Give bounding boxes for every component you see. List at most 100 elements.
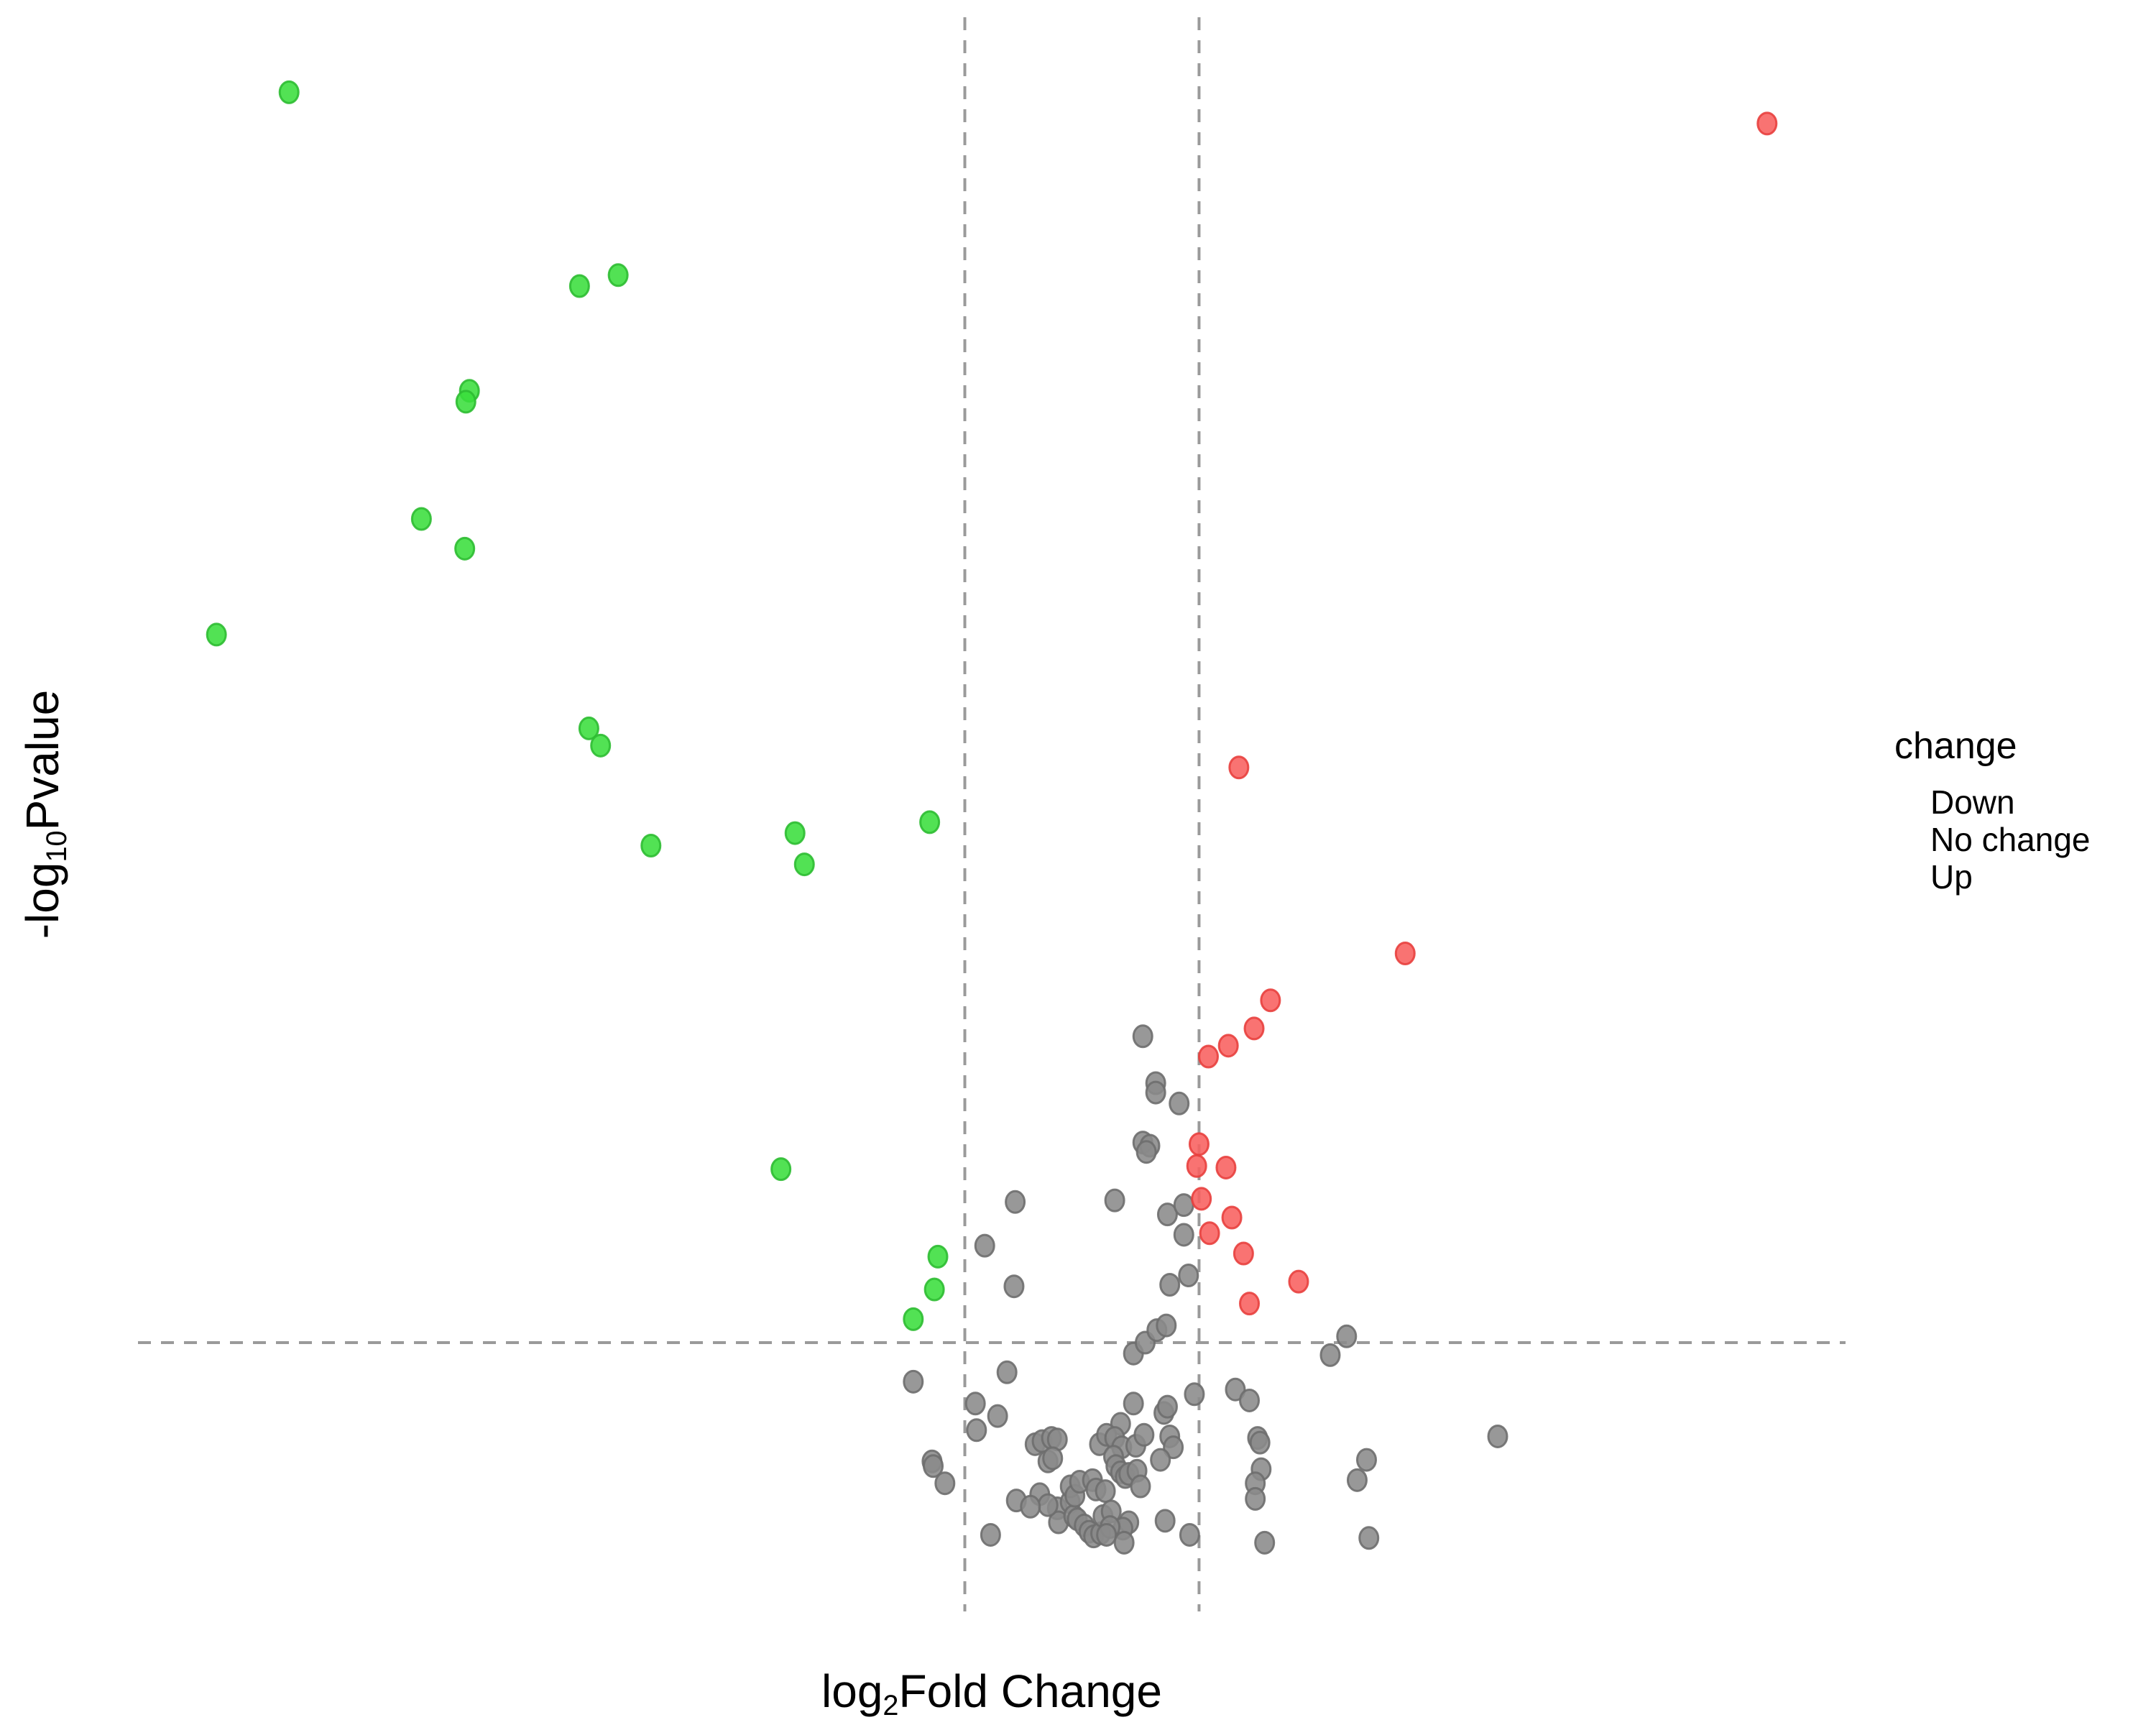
data-point (1221, 1205, 1243, 1230)
data-point (770, 1157, 792, 1182)
data-point (966, 1418, 987, 1443)
data-point (1394, 942, 1416, 966)
data-point (1130, 1474, 1151, 1499)
data-point (1336, 1324, 1358, 1348)
data-point (784, 821, 806, 845)
data-point (1756, 111, 1778, 136)
legend-item-label: Down (1930, 783, 2015, 821)
legend-item-no-change: No change (1894, 821, 2091, 858)
data-point (1319, 1343, 1341, 1367)
data-point (927, 1244, 949, 1269)
data-point (1239, 1292, 1261, 1316)
data-point (996, 1360, 1018, 1384)
data-point (1245, 1486, 1266, 1511)
x-axis-title-pre: log (821, 1665, 883, 1717)
data-point (1150, 1448, 1171, 1472)
data-point (590, 733, 612, 758)
legend-item-up: Up (1894, 858, 2091, 896)
data-point (1156, 1313, 1177, 1338)
data-point (410, 507, 432, 531)
data-point (1179, 1522, 1200, 1547)
data-point (1154, 1509, 1176, 1533)
data-point (1184, 1382, 1205, 1407)
data-point (1487, 1424, 1508, 1448)
data-point (1228, 755, 1250, 780)
data-point (1239, 1388, 1261, 1412)
data-point (923, 1454, 944, 1478)
data-point (1191, 1187, 1212, 1211)
data-point (1042, 1446, 1064, 1471)
legend-key-no-change-icon (1894, 827, 1919, 852)
data-point (987, 1404, 1008, 1428)
data-point (980, 1522, 1001, 1547)
data-point (1225, 1377, 1246, 1402)
legend-item-down: Down (1894, 783, 2091, 821)
data-point (1169, 1091, 1190, 1116)
x-axis-title-post: Fold Change (898, 1665, 1162, 1717)
y-axis-title-pre: -log (16, 862, 68, 939)
data-point (1096, 1522, 1118, 1547)
data-point (1186, 1154, 1207, 1178)
data-point (1113, 1530, 1135, 1555)
data-point (278, 80, 300, 104)
data-point (903, 1369, 924, 1394)
data-point (793, 852, 815, 877)
data-point (1132, 1024, 1153, 1049)
x-axis-title: log2Fold Change (821, 1665, 1162, 1722)
data-point (1178, 1263, 1199, 1287)
data-point (1358, 1526, 1380, 1550)
data-point (1215, 1155, 1237, 1179)
data-point (1104, 1188, 1125, 1213)
data-point (1254, 1530, 1276, 1555)
data-point (974, 1233, 995, 1258)
legend-item-label: No change (1930, 821, 2091, 858)
data-point (1156, 1202, 1178, 1227)
legend-key-up-icon (1894, 865, 1919, 889)
data-point (1145, 1080, 1166, 1105)
data-point (1217, 1034, 1239, 1058)
data-point (455, 390, 476, 414)
legend-key-down-icon (1894, 790, 1919, 814)
data-point (1346, 1468, 1368, 1492)
data-point (1135, 1140, 1157, 1164)
data-point (923, 1277, 945, 1302)
data-point (1005, 1190, 1026, 1214)
data-point (640, 833, 662, 857)
data-point (964, 1392, 986, 1416)
data-point (568, 274, 590, 298)
legend-item-label: Up (1930, 858, 1973, 896)
y-axis-title: -log10Pvalue (16, 690, 73, 939)
data-point (1249, 1430, 1271, 1455)
data-point (578, 716, 599, 740)
data-point (1173, 1193, 1194, 1218)
data-point (1355, 1448, 1377, 1472)
legend-title: change (1894, 725, 2017, 767)
data-point (1156, 1394, 1178, 1419)
data-point (919, 810, 941, 834)
data-point (903, 1307, 924, 1331)
data-point (1288, 1269, 1309, 1294)
data-point (1095, 1479, 1116, 1504)
data-point (1159, 1273, 1181, 1297)
data-point (934, 1471, 956, 1496)
data-point (1233, 1241, 1254, 1266)
x-axis-title-sub: 2 (883, 1690, 899, 1722)
data-point (1133, 1422, 1155, 1447)
data-point (1199, 1221, 1220, 1246)
data-point (607, 263, 629, 288)
data-point (1173, 1223, 1194, 1247)
data-point (1123, 1392, 1144, 1416)
data-point (1260, 988, 1281, 1013)
data-point (1037, 1493, 1059, 1517)
legend: change Down No change Up (1894, 724, 2091, 896)
data-point (206, 622, 227, 647)
data-point (1020, 1494, 1041, 1519)
y-axis-title-sub: 10 (41, 830, 73, 862)
data-point (1243, 1016, 1265, 1041)
y-axis-title-post: Pvalue (16, 689, 68, 831)
data-point (1197, 1044, 1219, 1069)
data-point (1188, 1132, 1210, 1156)
data-point (454, 536, 476, 561)
